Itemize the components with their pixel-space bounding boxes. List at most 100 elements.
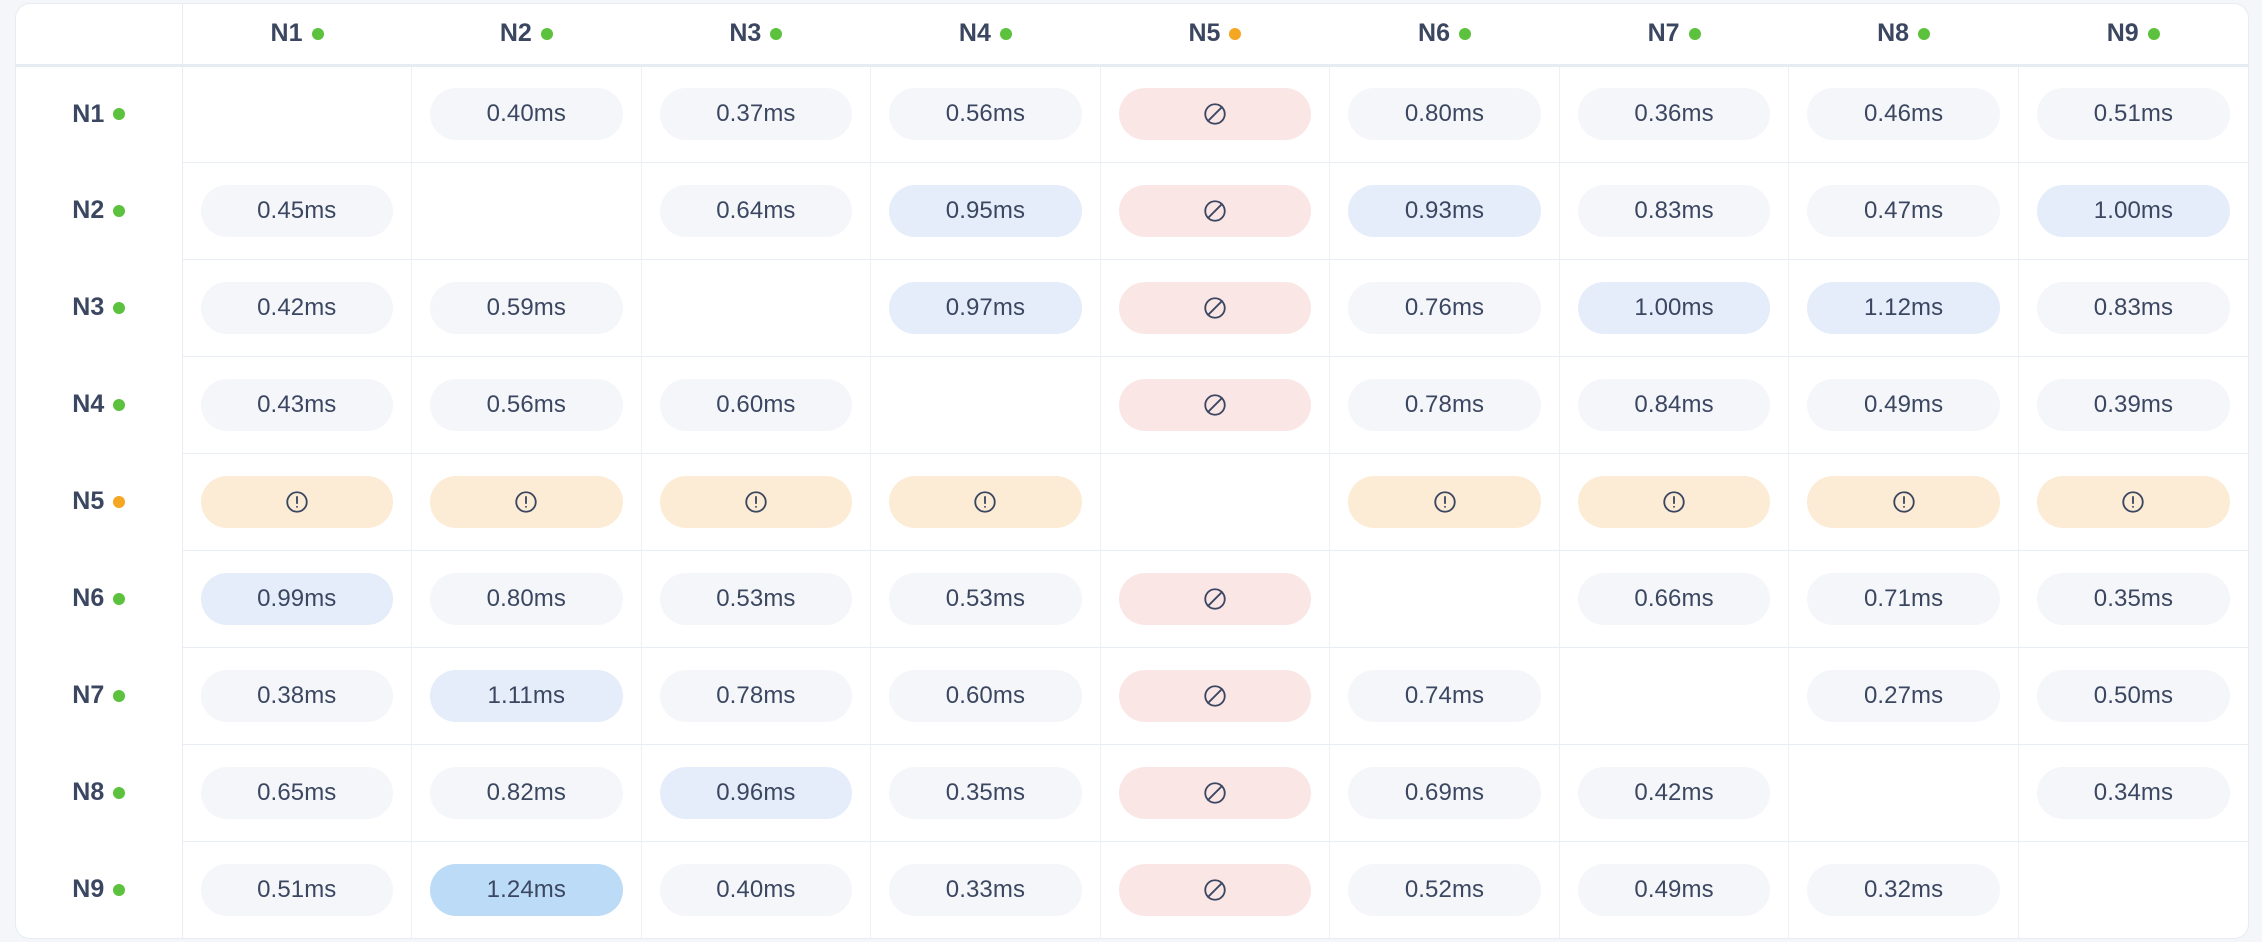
column-header-n5[interactable]: N5 <box>1100 4 1330 67</box>
matrix-cell-n1-n8[interactable]: 0.46ms <box>1788 65 2019 163</box>
matrix-cell-n3-n9[interactable]: 0.83ms <box>2018 259 2248 357</box>
matrix-cell-n4-n1[interactable]: 0.43ms <box>182 356 413 454</box>
matrix-cell-n1-n7[interactable]: 0.36ms <box>1559 65 1790 163</box>
matrix-cell-n4-n4[interactable] <box>870 356 1101 454</box>
matrix-cell-n5-n3[interactable] <box>641 453 872 551</box>
matrix-cell-n2-n4[interactable]: 0.95ms <box>870 162 1101 260</box>
row-header-n4[interactable]: N4 <box>16 356 183 453</box>
matrix-cell-n2-n1[interactable]: 0.45ms <box>182 162 413 260</box>
matrix-cell-n3-n8[interactable]: 1.12ms <box>1788 259 2019 357</box>
matrix-cell-n2-n9[interactable]: 1.00ms <box>2018 162 2248 260</box>
column-header-n7[interactable]: N7 <box>1559 4 1789 67</box>
matrix-cell-n4-n2[interactable]: 0.56ms <box>411 356 642 454</box>
matrix-cell-n6-n9[interactable]: 0.35ms <box>2018 550 2248 648</box>
column-header-n9[interactable]: N9 <box>2018 4 2248 67</box>
matrix-cell-n7-n2[interactable]: 1.11ms <box>411 647 642 745</box>
matrix-cell-n3-n7[interactable]: 1.00ms <box>1559 259 1790 357</box>
column-header-n6[interactable]: N6 <box>1329 4 1560 67</box>
matrix-cell-n7-n1[interactable]: 0.38ms <box>182 647 413 745</box>
row-header-n1[interactable]: N1 <box>16 65 183 162</box>
matrix-cell-n4-n9[interactable]: 0.39ms <box>2018 356 2248 454</box>
matrix-cell-n1-n4[interactable]: 0.56ms <box>870 65 1101 163</box>
matrix-cell-n9-n3[interactable]: 0.40ms <box>641 841 872 938</box>
matrix-cell-n3-n2[interactable]: 0.59ms <box>411 259 642 357</box>
column-header-n1[interactable]: N1 <box>182 4 412 67</box>
matrix-cell-n3-n5[interactable] <box>1100 259 1331 357</box>
matrix-cell-n8-n7[interactable]: 0.42ms <box>1559 744 1790 842</box>
matrix-cell-n8-n6[interactable]: 0.69ms <box>1329 744 1560 842</box>
matrix-cell-n9-n9[interactable] <box>2018 841 2248 938</box>
matrix-cell-n8-n8[interactable] <box>1788 744 2019 842</box>
row-header-label: N2 <box>72 198 126 223</box>
column-header-n8[interactable]: N8 <box>1788 4 2019 67</box>
matrix-cell-n4-n5[interactable] <box>1100 356 1331 454</box>
matrix-cell-n5-n7[interactable] <box>1559 453 1790 551</box>
matrix-cell-n9-n6[interactable]: 0.52ms <box>1329 841 1560 938</box>
matrix-cell-n5-n2[interactable] <box>411 453 642 551</box>
matrix-cell-n5-n5[interactable] <box>1100 453 1331 551</box>
matrix-cell-n5-n1[interactable] <box>182 453 413 551</box>
row-header-n5[interactable]: N5 <box>16 453 183 550</box>
matrix-cell-n2-n8[interactable]: 0.47ms <box>1788 162 2019 260</box>
matrix-cell-n6-n7[interactable]: 0.66ms <box>1559 550 1790 648</box>
matrix-cell-n7-n9[interactable]: 0.50ms <box>2018 647 2248 745</box>
matrix-cell-n6-n8[interactable]: 0.71ms <box>1788 550 2019 648</box>
matrix-cell-n5-n4[interactable] <box>870 453 1101 551</box>
matrix-cell-n7-n4[interactable]: 0.60ms <box>870 647 1101 745</box>
matrix-cell-n2-n7[interactable]: 0.83ms <box>1559 162 1790 260</box>
matrix-cell-n6-n3[interactable]: 0.53ms <box>641 550 872 648</box>
matrix-cell-n6-n2[interactable]: 0.80ms <box>411 550 642 648</box>
matrix-cell-n3-n4[interactable]: 0.97ms <box>870 259 1101 357</box>
matrix-cell-n7-n7[interactable] <box>1559 647 1790 745</box>
matrix-cell-n8-n5[interactable] <box>1100 744 1331 842</box>
matrix-cell-n4-n3[interactable]: 0.60ms <box>641 356 872 454</box>
matrix-cell-n6-n6[interactable] <box>1329 550 1560 648</box>
matrix-cell-n2-n3[interactable]: 0.64ms <box>641 162 872 260</box>
matrix-cell-n1-n1[interactable] <box>182 65 413 163</box>
matrix-cell-n9-n1[interactable]: 0.51ms <box>182 841 413 938</box>
matrix-cell-n6-n4[interactable]: 0.53ms <box>870 550 1101 648</box>
matrix-cell-n4-n6[interactable]: 0.78ms <box>1329 356 1560 454</box>
matrix-cell-n5-n6[interactable] <box>1329 453 1560 551</box>
column-header-n3[interactable]: N3 <box>641 4 871 67</box>
matrix-cell-n1-n9[interactable]: 0.51ms <box>2018 65 2248 163</box>
column-header-n2[interactable]: N2 <box>411 4 642 67</box>
matrix-cell-n6-n5[interactable] <box>1100 550 1331 648</box>
row-header-n6[interactable]: N6 <box>16 550 183 647</box>
matrix-cell-n7-n8[interactable]: 0.27ms <box>1788 647 2019 745</box>
matrix-cell-n9-n8[interactable]: 0.32ms <box>1788 841 2019 938</box>
row-header-n7[interactable]: N7 <box>16 647 183 744</box>
matrix-cell-n9-n7[interactable]: 0.49ms <box>1559 841 1790 938</box>
matrix-cell-n9-n2[interactable]: 1.24ms <box>411 841 642 938</box>
matrix-cell-n2-n6[interactable]: 0.93ms <box>1329 162 1560 260</box>
matrix-cell-n8-n2[interactable]: 0.82ms <box>411 744 642 842</box>
matrix-cell-n9-n4[interactable]: 0.33ms <box>870 841 1101 938</box>
matrix-cell-n8-n1[interactable]: 0.65ms <box>182 744 413 842</box>
matrix-cell-n3-n1[interactable]: 0.42ms <box>182 259 413 357</box>
matrix-cell-n1-n3[interactable]: 0.37ms <box>641 65 872 163</box>
matrix-cell-n5-n9[interactable] <box>2018 453 2248 551</box>
matrix-cell-n7-n6[interactable]: 0.74ms <box>1329 647 1560 745</box>
matrix-cell-n2-n2[interactable] <box>411 162 642 260</box>
matrix-cell-n7-n5[interactable] <box>1100 647 1331 745</box>
matrix-cell-n9-n5[interactable] <box>1100 841 1331 938</box>
matrix-cell-n6-n1[interactable]: 0.99ms <box>182 550 413 648</box>
row-header-n9[interactable]: N9 <box>16 841 183 938</box>
matrix-cell-n2-n5[interactable] <box>1100 162 1331 260</box>
matrix-cell-n5-n8[interactable] <box>1788 453 2019 551</box>
row-header-n8[interactable]: N8 <box>16 744 183 841</box>
matrix-cell-n3-n3[interactable] <box>641 259 872 357</box>
row-header-n2[interactable]: N2 <box>16 162 183 259</box>
matrix-cell-n1-n2[interactable]: 0.40ms <box>411 65 642 163</box>
matrix-cell-n7-n3[interactable]: 0.78ms <box>641 647 872 745</box>
matrix-cell-n8-n9[interactable]: 0.34ms <box>2018 744 2248 842</box>
column-header-n4[interactable]: N4 <box>870 4 1101 67</box>
matrix-cell-n4-n7[interactable]: 0.84ms <box>1559 356 1790 454</box>
matrix-cell-n8-n3[interactable]: 0.96ms <box>641 744 872 842</box>
matrix-cell-n8-n4[interactable]: 0.35ms <box>870 744 1101 842</box>
matrix-cell-n1-n5[interactable] <box>1100 65 1331 163</box>
matrix-cell-n1-n6[interactable]: 0.80ms <box>1329 65 1560 163</box>
matrix-cell-n3-n6[interactable]: 0.76ms <box>1329 259 1560 357</box>
matrix-cell-n4-n8[interactable]: 0.49ms <box>1788 356 2019 454</box>
row-header-n3[interactable]: N3 <box>16 259 183 356</box>
